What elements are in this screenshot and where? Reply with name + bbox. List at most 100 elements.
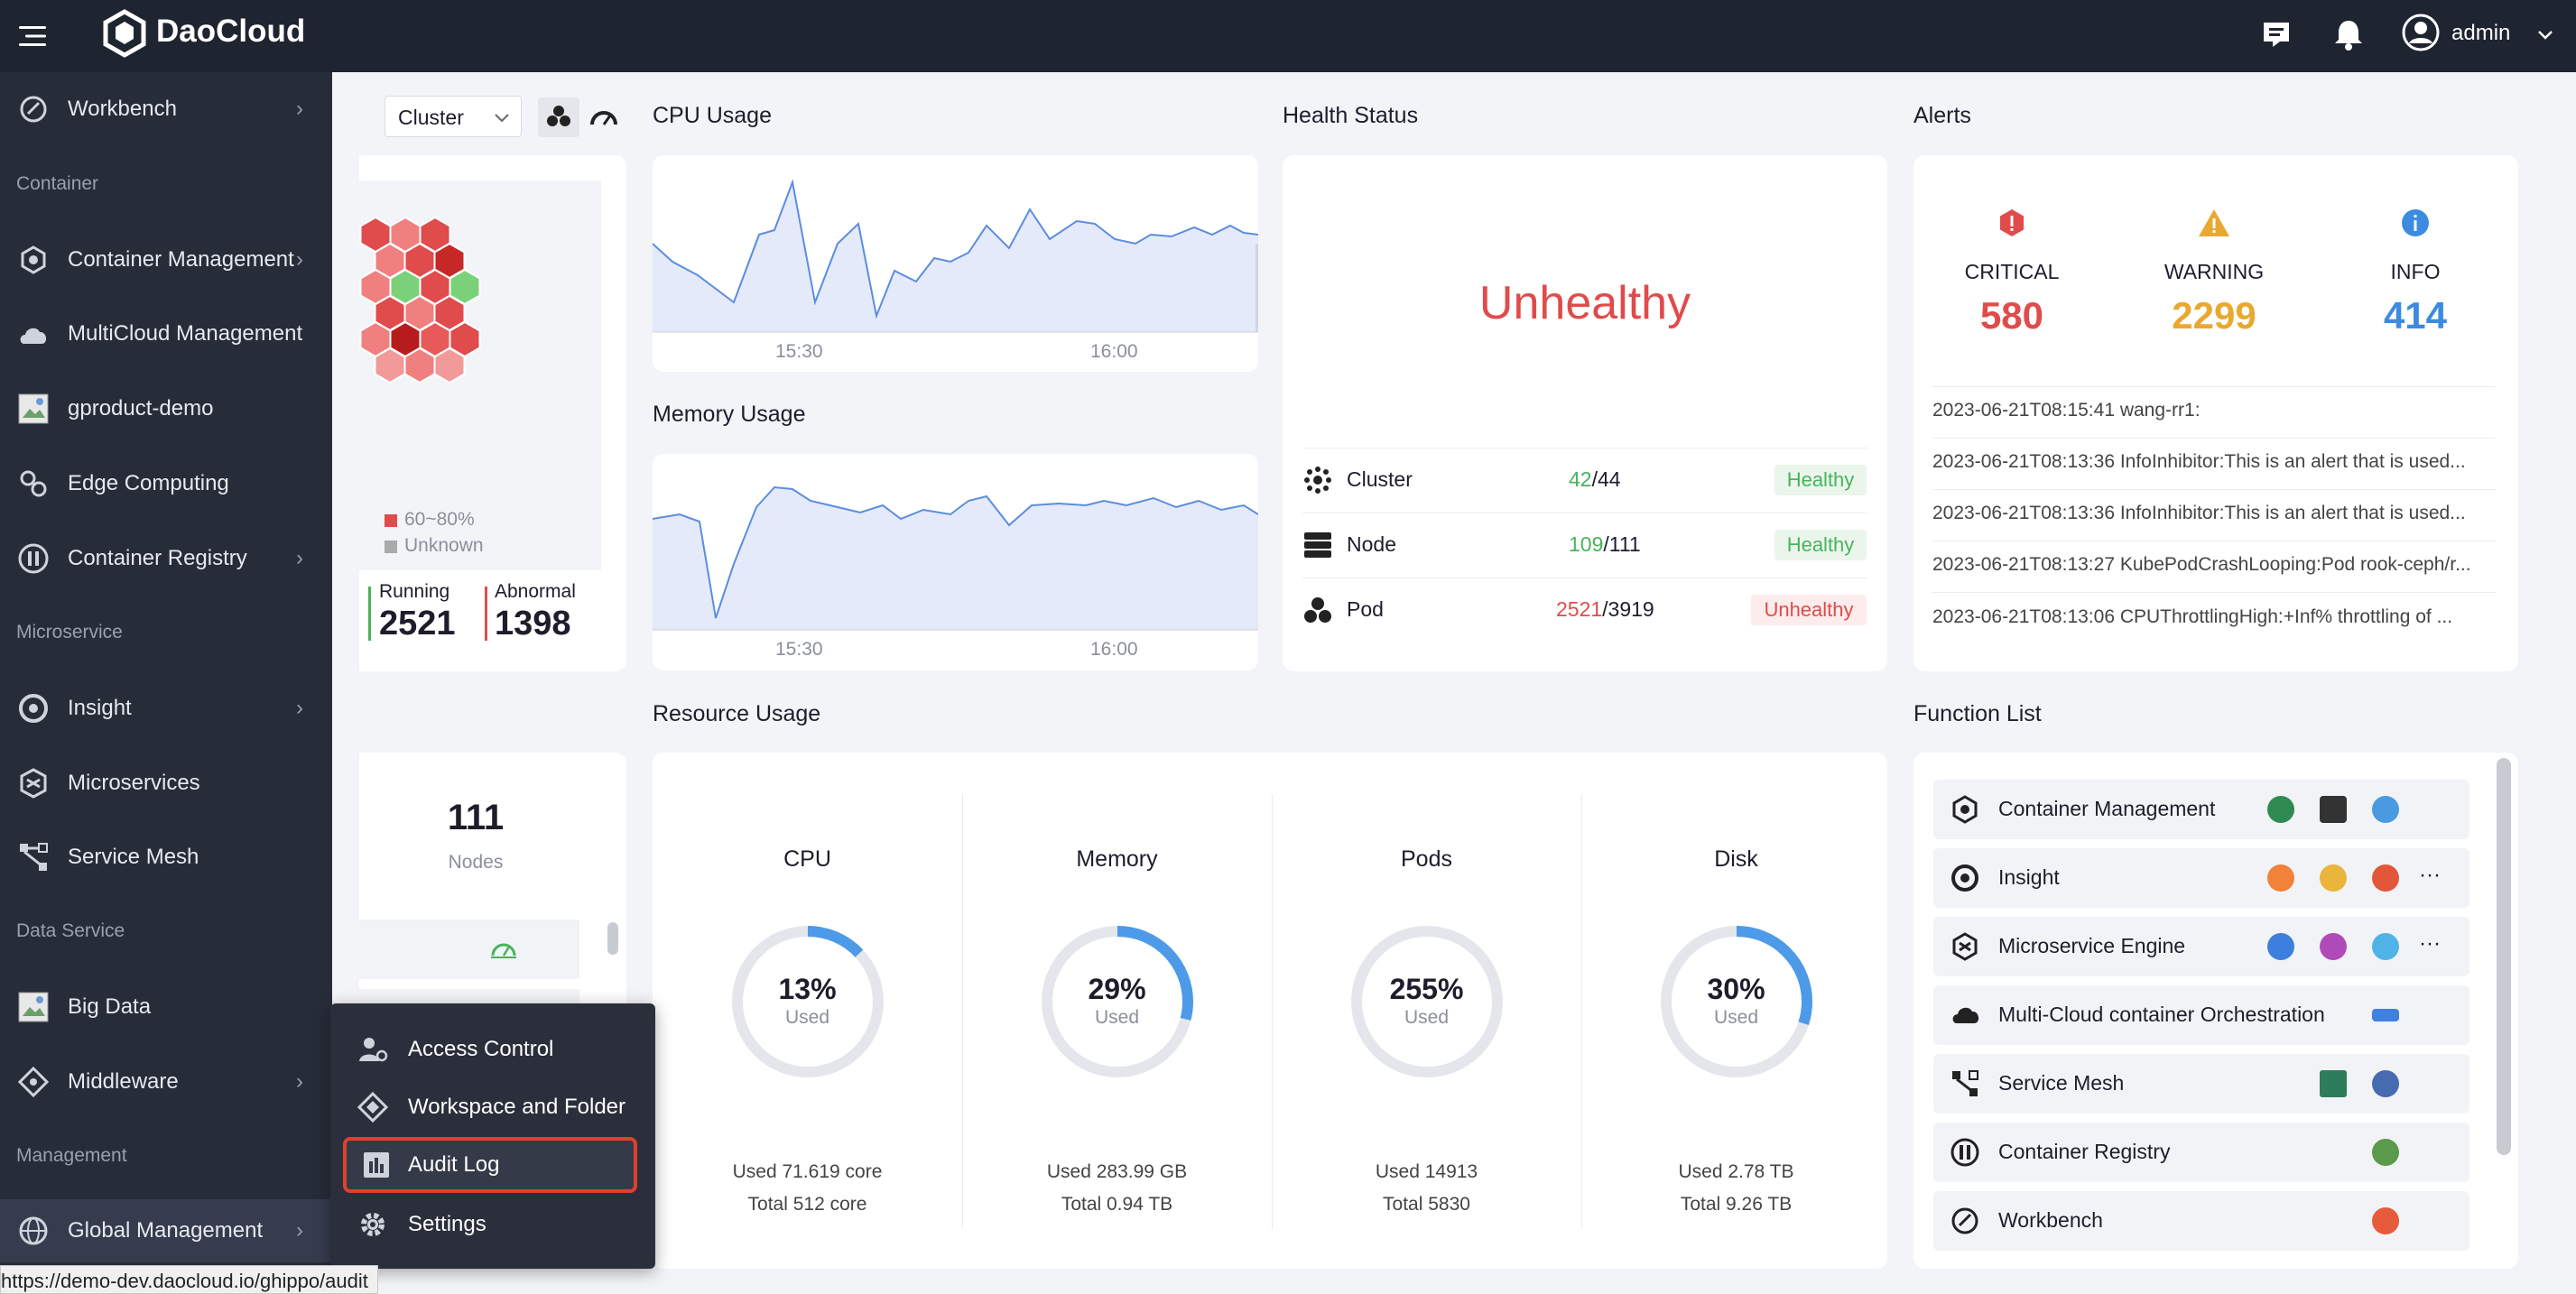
edge-computing-icon — [16, 467, 51, 501]
function-list-scrollbar[interactable] — [2497, 758, 2511, 1155]
node-list-scrollbar[interactable] — [607, 922, 618, 955]
memory-usage-chart — [653, 485, 1258, 631]
function-item-container-management[interactable]: Container Management — [1933, 780, 2469, 839]
resource-separator — [962, 794, 963, 1229]
sidebar-item-microservices[interactable]: Microservices — [0, 752, 332, 815]
resource-donut — [731, 926, 884, 1077]
sphere-tool-icon[interactable] — [2267, 933, 2294, 960]
sidebar-item-label: Middleware — [68, 1069, 179, 1094]
cluster-select[interactable]: Cluster — [385, 96, 522, 137]
resource-total-text: Total 9.26 TB — [1680, 1194, 1793, 1215]
cloud-icon — [16, 317, 51, 351]
istio-icon[interactable] — [2372, 1070, 2399, 1097]
cpu-tick-1600: 16:00 — [1090, 341, 1138, 362]
alerts-card — [1913, 155, 2518, 671]
sidebar-item-insight[interactable]: Insight › — [0, 677, 332, 740]
user-avatar-icon[interactable] — [2401, 13, 2441, 52]
health-cluster-badge: Healthy — [1774, 465, 1867, 495]
kubernetes-tool-icon[interactable] — [2267, 796, 2294, 823]
function-item-microservice-engine[interactable]: Microservice Engine ··· — [1933, 917, 2469, 976]
brand-name[interactable]: DaoCloud — [156, 14, 306, 49]
envoy-icon[interactable] — [2320, 933, 2347, 960]
registry-icon — [16, 541, 51, 576]
sidebar-item-middleware[interactable]: Middleware › — [0, 1050, 332, 1114]
grafana-icon[interactable] — [2267, 864, 2294, 892]
alert-row[interactable]: 2023-06-21T08:13:06 CPUThrottlingHigh:+I… — [1932, 606, 2453, 627]
resource-donut — [1660, 926, 1812, 1077]
more-icon[interactable]: ··· — [2419, 863, 2441, 887]
health-cluster-total: /44 — [1591, 467, 1621, 491]
username[interactable]: admin — [2451, 21, 2511, 45]
node-hexagon[interactable] — [403, 347, 436, 384]
function-item-container-registry[interactable]: Container Registry — [1933, 1123, 2469, 1182]
health-node-total: /111 — [1603, 532, 1641, 556]
globe-tool-icon[interactable] — [2372, 796, 2399, 823]
memory-tick-1530: 15:30 — [775, 639, 823, 660]
sidebar-section-microservice: Microservice — [16, 622, 123, 642]
sidebar-item-service-mesh[interactable]: Service Mesh — [0, 826, 332, 889]
menu-item-workspace-folder[interactable]: Workspace and Folder — [336, 1079, 655, 1135]
cluster-icon — [1302, 465, 1333, 495]
node-hexagon[interactable] — [433, 347, 466, 384]
terminal-icon[interactable] — [2320, 796, 2347, 823]
sidebar-item-edge-computing[interactable]: Edge Computing — [0, 452, 332, 515]
sidebar-item-multicloud-management[interactable]: MultiCloud Management — [0, 302, 332, 365]
running-bar — [368, 587, 371, 641]
sidebar-item-container-management[interactable]: Container Management › — [0, 228, 332, 291]
critical-value[interactable]: 580 — [1979, 294, 2044, 337]
resource-separator — [1581, 794, 1582, 1229]
alert-row[interactable]: 2023-06-21T08:13:27 KubePodCrashLooping:… — [1932, 554, 2471, 575]
resource-percent: 255% — [1389, 973, 1464, 1005]
cpu-usage-title: CPU Usage — [653, 103, 772, 128]
gauge-view-button[interactable] — [585, 97, 623, 137]
harbor-icon[interactable] — [2372, 1139, 2399, 1166]
node-hexagon[interactable] — [374, 347, 406, 384]
sidebar-item-global-management[interactable]: Global Management › — [0, 1199, 332, 1262]
health-pod-total: /3919 — [1602, 597, 1654, 621]
function-item-service-mesh[interactable]: Service Mesh — [1933, 1054, 2469, 1114]
alert-separator — [1932, 489, 2496, 490]
sidebar-item-workbench[interactable]: Workbench › — [0, 78, 332, 141]
menu-item-access-control[interactable]: Access Control — [336, 1021, 655, 1077]
hexagon-view-button[interactable] — [538, 97, 579, 137]
alert-row[interactable]: 2023-06-21T08:13:36 InfoInhibitor:This i… — [1932, 503, 2466, 523]
link-tool-icon[interactable] — [2372, 933, 2399, 960]
chat-icon[interactable] — [2258, 16, 2294, 52]
resource-percent: 30% — [1707, 973, 1765, 1005]
menu-item-audit-log[interactable]: Audit Log — [343, 1137, 637, 1193]
more-icon[interactable]: ··· — [2419, 931, 2441, 956]
info-value[interactable]: 414 — [2383, 294, 2448, 337]
donut-arc — [1660, 926, 1812, 1077]
broken-image-icon — [16, 990, 51, 1024]
pencil-tool-icon[interactable] — [2320, 864, 2347, 892]
function-item-workbench[interactable]: Workbench — [1933, 1191, 2469, 1251]
health-status-card — [1283, 155, 1887, 671]
menu-item-settings[interactable]: Settings — [336, 1197, 655, 1252]
sidebar-item-big-data[interactable]: Big Data — [0, 975, 332, 1039]
health-status-title: Health Status — [1283, 103, 1419, 128]
bell-icon[interactable] — [2330, 16, 2367, 52]
function-item-insight[interactable]: Insight ··· — [1933, 848, 2469, 908]
sidebar-section-container: Container — [16, 173, 99, 194]
workbench-icon — [16, 92, 51, 126]
alert-row[interactable]: 2023-06-21T08:15:41 wang-rr1: — [1932, 400, 2201, 421]
node-list-item[interactable] — [359, 989, 579, 1007]
resource-name: Pods — [1401, 846, 1452, 872]
alert-row[interactable]: 2023-06-21T08:13:36 InfoInhibitor:This i… — [1932, 451, 2466, 472]
function-item-label: Service Mesh — [1998, 1071, 2125, 1095]
sidebar-section-management: Management — [16, 1145, 127, 1166]
alertmanager-icon[interactable] — [2372, 864, 2399, 892]
pod-icon — [1302, 595, 1333, 625]
chevron-down-icon[interactable] — [2534, 23, 2556, 45]
node-list-item[interactable] — [359, 920, 579, 979]
warning-value[interactable]: 2299 — [2172, 294, 2256, 337]
argo-icon[interactable] — [2372, 1207, 2399, 1234]
sidebar-item-gproduct-demo[interactable]: gproduct-demo — [0, 377, 332, 440]
function-item-multi-cloud[interactable]: Multi-Cloud container Orchestration — [1933, 985, 2469, 1045]
alert-separator — [1932, 386, 2496, 387]
karmada-icon[interactable] — [2372, 1009, 2399, 1021]
jaeger-icon[interactable] — [2320, 1070, 2347, 1097]
sidebar-item-container-registry[interactable]: Container Registry › — [0, 527, 332, 590]
menu-item-label: Settings — [408, 1212, 486, 1236]
menu-toggle-icon[interactable] — [16, 20, 49, 52]
